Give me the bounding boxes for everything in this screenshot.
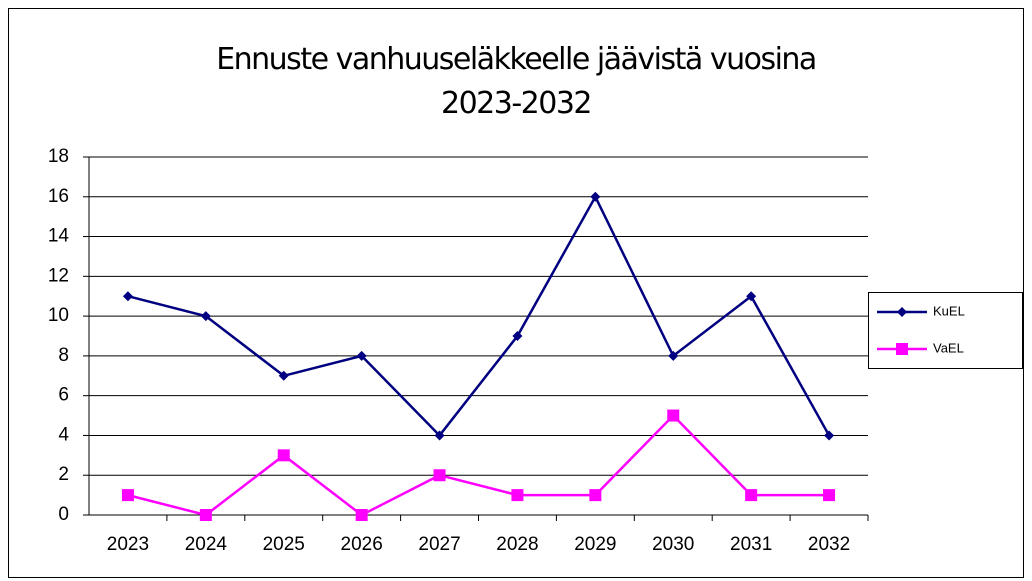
x-tick-label: 2026 (341, 534, 383, 555)
data-point (121, 489, 134, 502)
data-point (668, 350, 679, 361)
x-tick-label: 2027 (418, 534, 460, 555)
data-point (122, 291, 133, 302)
y-tick-label: 18 (48, 146, 69, 167)
legend-box (868, 292, 1023, 369)
data-point (511, 489, 524, 502)
data-point (824, 430, 835, 441)
data-point (199, 509, 212, 521)
y-tick-label: 14 (48, 226, 70, 247)
legend-marker (897, 307, 907, 317)
data-point (200, 311, 211, 322)
data-point (434, 430, 445, 441)
x-tick-label: 2025 (263, 534, 305, 555)
series-line (127, 413, 830, 517)
legend-label: VaEL (933, 340, 964, 355)
data-point (356, 350, 367, 361)
x-tick-label: 2030 (652, 534, 694, 555)
x-tick-label: 2028 (496, 534, 538, 555)
x-tick-label: 2029 (574, 534, 616, 555)
x-tick-label: 2024 (185, 534, 228, 555)
data-point (590, 191, 601, 202)
data-point (278, 370, 289, 381)
data-point (745, 489, 758, 502)
y-tick-label: 12 (48, 265, 69, 286)
x-tick-label: 2031 (730, 534, 772, 555)
y-tick-label: 16 (48, 186, 69, 207)
y-tick-label: 8 (58, 345, 69, 366)
data-point (823, 489, 836, 502)
legend-label: KuEL (933, 303, 965, 318)
data-point (512, 331, 523, 341)
series-line (127, 194, 831, 438)
y-tick-label: 4 (58, 424, 69, 445)
y-tick-label: 0 (58, 504, 69, 525)
data-point (667, 409, 680, 422)
legend-marker (896, 343, 908, 355)
data-point (746, 291, 757, 302)
y-tick-label: 2 (58, 464, 69, 485)
data-point (355, 509, 368, 521)
y-tick-label: 6 (58, 385, 69, 406)
data-point (433, 469, 446, 482)
y-tick-label: 10 (48, 305, 69, 326)
x-tick-label: 2032 (808, 534, 850, 555)
chart-title: Ennuste vanhuuseläkkeelle jäävistä vuosi… (216, 42, 817, 121)
x-tick-label: 2023 (107, 534, 149, 555)
chart-border (8, 8, 1024, 578)
data-point (589, 489, 602, 502)
data-point (277, 449, 290, 462)
